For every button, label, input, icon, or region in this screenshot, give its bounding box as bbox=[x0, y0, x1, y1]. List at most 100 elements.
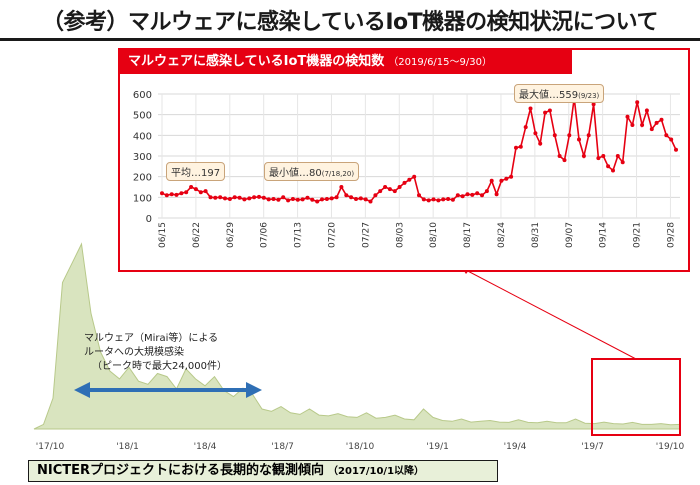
series-line bbox=[161, 97, 677, 203]
data-point bbox=[455, 193, 460, 198]
data-point bbox=[538, 141, 543, 146]
data-point bbox=[160, 191, 164, 196]
x-tick-label: 08/10 bbox=[429, 222, 439, 248]
data-point bbox=[242, 197, 247, 202]
data-point bbox=[552, 133, 557, 138]
title-underline bbox=[0, 38, 700, 41]
x-tick-label: 07/13 bbox=[294, 222, 304, 248]
area-x-tick-label: '18/1 bbox=[116, 442, 139, 452]
data-point bbox=[596, 156, 601, 161]
data-point bbox=[266, 197, 271, 202]
bottom-caption-text: NICTERプロジェクトにおける長期的な観測傾向 bbox=[37, 463, 325, 478]
data-point bbox=[470, 192, 475, 197]
x-tick-label: 09/07 bbox=[565, 222, 575, 248]
data-point bbox=[426, 198, 431, 203]
data-point bbox=[581, 154, 586, 158]
data-point bbox=[218, 195, 223, 200]
data-point bbox=[247, 196, 252, 201]
data-point bbox=[227, 197, 232, 201]
data-point bbox=[421, 197, 426, 202]
x-tick-label: 08/03 bbox=[395, 222, 405, 248]
data-point bbox=[606, 164, 611, 169]
data-point bbox=[383, 185, 388, 189]
x-tick-label: 07/27 bbox=[361, 222, 371, 248]
x-tick-label: 09/28 bbox=[666, 222, 676, 248]
data-point bbox=[198, 190, 203, 195]
area-x-tick-label: '18/10 bbox=[346, 442, 375, 452]
data-point bbox=[475, 191, 480, 196]
data-point bbox=[669, 137, 674, 142]
y-tick-label: 100 bbox=[133, 193, 152, 204]
x-tick-label: 07/06 bbox=[260, 222, 270, 248]
data-point bbox=[295, 197, 300, 202]
data-point bbox=[402, 180, 407, 185]
data-point bbox=[358, 196, 363, 201]
data-point bbox=[504, 176, 509, 181]
x-tick-label: 06/15 bbox=[158, 222, 168, 248]
data-point bbox=[354, 197, 358, 201]
callout-maximum: 最大値…559(9/23) bbox=[514, 84, 605, 103]
data-point bbox=[320, 197, 324, 202]
data-point bbox=[630, 123, 635, 127]
data-point bbox=[557, 154, 562, 158]
page-title: （参考）マルウェアに感染しているIoT機器の検知状況について bbox=[42, 10, 659, 35]
bottom-caption: NICTERプロジェクトにおける長期的な観測傾向 （2017/10/1以降） bbox=[28, 460, 498, 482]
detection-line-chart: 0 100 200 300 400 500 600 06/15 06/22 06/29 07/06 0… bbox=[133, 90, 680, 248]
data-point bbox=[615, 154, 620, 158]
data-point bbox=[257, 194, 261, 199]
data-point bbox=[514, 145, 518, 150]
data-point bbox=[499, 178, 504, 183]
data-point bbox=[533, 131, 538, 136]
area-x-tick-label: '19/1 bbox=[426, 442, 449, 452]
data-point bbox=[252, 195, 257, 200]
data-point bbox=[528, 106, 533, 111]
data-point bbox=[446, 197, 451, 201]
data-point bbox=[397, 185, 402, 189]
data-point bbox=[271, 197, 276, 201]
long-term-area-chart: '17/10 '18/1 '18/4 '18/7 '18/10 '19/1 '19/4 '19… bbox=[33, 242, 684, 452]
data-point bbox=[611, 168, 615, 173]
data-point bbox=[659, 117, 664, 122]
data-point bbox=[620, 160, 625, 165]
x-tick-label: 06/29 bbox=[226, 222, 236, 248]
data-point bbox=[674, 147, 678, 152]
data-point bbox=[654, 120, 659, 125]
data-point bbox=[577, 137, 581, 142]
data-point bbox=[310, 197, 315, 202]
area-series bbox=[33, 242, 681, 430]
data-point bbox=[179, 191, 184, 196]
data-point bbox=[412, 174, 417, 179]
inset-chart-panel: マルウェアに感染しているIoT機器の検知数 （2019/6/15～9/30） 0 1… bbox=[118, 48, 690, 272]
annotation-line-2: ルータへの大規模感染 bbox=[84, 347, 184, 358]
connector-line bbox=[461, 267, 637, 360]
data-point bbox=[562, 158, 567, 163]
data-point bbox=[232, 195, 237, 200]
area-x-tick-label: '18/7 bbox=[271, 442, 294, 452]
data-point bbox=[586, 133, 591, 138]
data-point bbox=[625, 114, 630, 119]
data-point bbox=[480, 193, 484, 198]
data-point bbox=[494, 192, 499, 197]
data-point bbox=[640, 123, 645, 127]
annotation-line-3: （ピーク時で最大24,000件） bbox=[92, 361, 227, 372]
x-tick-label: 06/22 bbox=[192, 222, 202, 248]
data-point bbox=[208, 195, 213, 200]
inset-title-text: マルウェアに感染しているIoT機器の検知数 bbox=[128, 54, 385, 69]
data-point bbox=[387, 187, 392, 192]
area-x-tick-label: '18/4 bbox=[194, 442, 217, 452]
data-point bbox=[223, 196, 227, 201]
data-point bbox=[509, 174, 514, 179]
data-point bbox=[373, 193, 378, 198]
data-point bbox=[489, 178, 494, 183]
x-tick-label: 09/21 bbox=[633, 222, 643, 248]
data-point bbox=[543, 110, 548, 115]
x-tick-label: 09/14 bbox=[599, 222, 609, 248]
x-tick-label: 08/24 bbox=[497, 222, 507, 248]
data-point bbox=[334, 195, 339, 200]
y-tick-label: 500 bbox=[133, 111, 152, 122]
data-point bbox=[315, 199, 320, 204]
data-point bbox=[591, 102, 596, 107]
area-x-tick-label: '19/7 bbox=[581, 442, 604, 452]
data-point bbox=[300, 197, 305, 202]
data-point bbox=[431, 197, 436, 202]
